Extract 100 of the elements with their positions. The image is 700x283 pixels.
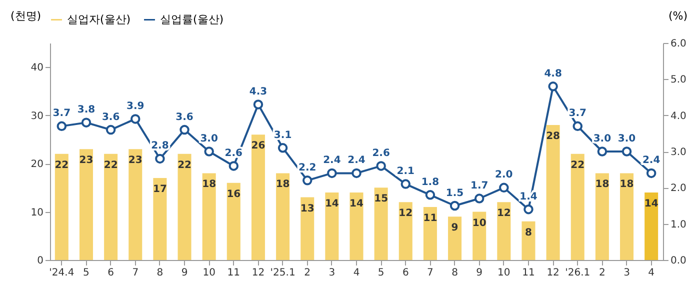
point [425,190,436,200]
x-tick-label: '25.1 [270,268,296,278]
bar [153,178,167,260]
data-label: 3.0 [200,134,218,144]
data-label: 3.7 [52,108,71,120]
data-label: 15 [374,194,388,205]
data-label: 2.4 [642,155,660,166]
point [450,200,460,211]
data-label: 2.1 [396,166,415,178]
data-label: 2.4 [348,155,366,166]
data-label: 22 [178,160,192,171]
data-label: 3.0 [593,134,612,144]
point [56,121,67,132]
point [400,179,411,189]
data-label: 14 [350,198,364,210]
bar [448,216,462,260]
x-tick-label: 7 [427,268,434,278]
data-label: 3.6 [176,112,194,123]
bar [178,154,192,260]
bar [472,212,486,260]
data-label: 22 [104,160,118,171]
data-label: 16 [226,188,241,200]
x-tick-label: 4 [353,268,360,278]
x-tick-label: 5 [378,268,384,278]
point [499,182,509,193]
data-label: 3.9 [126,100,144,112]
y2-tick-label: 2.0 [670,183,686,194]
point [278,143,288,153]
data-label: 3.0 [618,134,636,144]
y2-tick-label: 5.0 [670,74,686,86]
data-label: 22 [570,160,585,171]
bar [595,173,609,260]
data-label: 8 [525,227,532,238]
bar [300,197,314,260]
point [548,82,558,92]
x-tick-label: 2 [304,268,311,278]
bar [202,173,216,260]
point [597,146,608,156]
data-label: 9 [451,222,458,234]
x-tick-label: '26.1 [565,268,590,278]
data-label: 17 [152,184,167,196]
bar [398,202,412,260]
bar [128,149,142,260]
data-label: 28 [546,130,560,142]
bar [522,221,536,260]
point [622,146,632,156]
legend-label: 실업자(울산) [67,12,131,26]
data-label: 1.5 [446,188,464,199]
x-tick-label: 5 [83,268,90,278]
x-tick-label: 6 [402,268,409,278]
data-label: 12 [496,208,511,220]
x-tick-label: 9 [476,268,483,278]
data-label: 14 [644,198,658,210]
y-tick-label: 30 [30,110,44,122]
data-label: 2.6 [372,148,390,159]
bar [104,154,118,260]
bar [620,173,634,260]
data-label: 1.7 [470,180,488,192]
data-label: 23 [128,155,142,166]
data-label: 23 [79,155,94,166]
data-label: 18 [276,179,290,190]
point [474,194,484,204]
bar [350,192,364,260]
bar [226,182,240,260]
x-tick-label: 3 [328,268,336,278]
data-label: 3.8 [77,104,96,116]
x-tick-label: 12 [546,268,560,278]
data-label: 1.8 [421,176,440,188]
point [646,168,656,178]
data-label: 2.4 [323,155,341,166]
point [180,124,190,135]
bar [54,154,68,260]
data-label: 18 [595,179,610,190]
y2-tick-label: 0.0 [670,256,686,266]
x-tick-label: 12 [252,268,265,278]
x-tick-label: 10 [498,268,510,278]
data-label: 3.6 [102,112,120,123]
x-tick-label: 2 [599,268,606,278]
data-label: 10 [472,218,486,229]
data-label: 12 [398,208,413,220]
y-tick-label: 0 [37,256,44,266]
y-tick-label: 40 [30,62,44,74]
bar [251,134,265,260]
y2-tick-label: 4.0 [670,110,686,122]
x-tick-label: '24.4 [49,268,74,278]
x-tick-label: 8 [452,268,458,278]
point [204,146,214,156]
x-tick-label: 7 [132,268,139,278]
x-tick-label: 11 [522,268,535,278]
x-tick-label: 6 [108,268,114,278]
data-label: 2.0 [495,170,513,181]
x-tick-label: 4 [648,268,655,278]
y2-tick-label: 6.0 [670,38,686,50]
data-label: 13 [300,203,314,214]
point [572,121,582,132]
x-tick-label: 10 [202,268,216,278]
point [302,176,312,186]
bar [374,188,388,260]
legend-label: 실업률(울산) [160,12,224,26]
point [228,161,239,171]
